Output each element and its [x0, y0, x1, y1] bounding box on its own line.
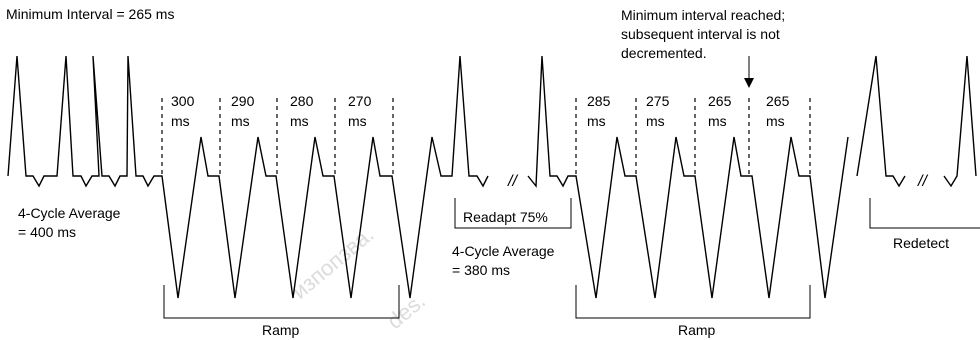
interval-label-unit: ms	[587, 113, 606, 129]
waveform-segment-1	[7, 55, 489, 299]
interval-label-unit: ms	[231, 113, 250, 129]
break-mark: //	[507, 173, 518, 190]
redetect-bracket	[869, 198, 980, 229]
interval-label-unit: ms	[348, 113, 367, 129]
interval-markers-1	[161, 98, 394, 176]
interval-label-unit: ms	[766, 113, 785, 129]
readapt-label: Readapt 75%	[463, 209, 548, 225]
interval-label-unit: ms	[290, 113, 309, 129]
interval-label-value: 265	[708, 93, 732, 109]
interval-label-value: 290	[231, 93, 255, 109]
interval-label-value: 285	[587, 93, 611, 109]
ramp-bracket-1	[163, 285, 400, 319]
ramp-label-2: Ramp	[678, 322, 716, 338]
cycle-average-2-line2: = 380 ms	[452, 262, 510, 278]
waveform-segment-2	[527, 55, 849, 299]
cycle-average-1-line2: = 400 ms	[18, 224, 76, 240]
interval-label-value: 265	[766, 93, 790, 109]
interval-label-unit: ms	[646, 113, 665, 129]
annotation-arrow	[744, 56, 754, 88]
break-mark: //	[917, 173, 928, 190]
cycle-average-1-line1: 4-Cycle Average	[18, 205, 121, 221]
ramp-label-1: Ramp	[262, 322, 300, 338]
watermark: des.	[382, 288, 430, 334]
annotation-line-1: Minimum interval reached;	[621, 7, 785, 23]
redetect-label: Redetect	[893, 235, 949, 251]
watermark: изпопзва.	[287, 221, 378, 303]
readapt-bracket	[454, 198, 572, 229]
interval-label-unit: ms	[708, 113, 727, 129]
interval-label-value: 280	[290, 93, 314, 109]
interval-label-value: 270	[348, 93, 372, 109]
cycle-average-2-line1: 4-Cycle Average	[452, 243, 555, 259]
interval-label-value: 300	[171, 93, 195, 109]
interval-label-unit: ms	[171, 113, 190, 129]
diagram-title: Minimum Interval = 265 ms	[6, 6, 174, 22]
annotation-line-2: subsequent interval is not	[621, 26, 780, 42]
interval-label-value: 275	[646, 93, 670, 109]
interval-markers-2	[575, 98, 811, 176]
waveform-segment-3	[856, 55, 906, 188]
ramp-bracket-2	[575, 285, 811, 319]
annotation-line-3: decremented.	[621, 45, 707, 61]
waveform-segment-4	[943, 55, 977, 188]
